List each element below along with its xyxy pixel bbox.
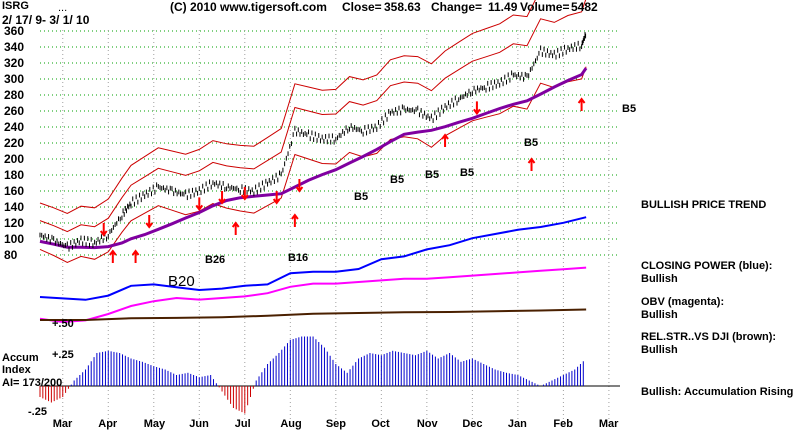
y-tick-label: 120 xyxy=(4,216,24,230)
x-tick-label: Mar xyxy=(599,418,619,430)
closing-power-line xyxy=(39,216,587,301)
buy-arrow-icon xyxy=(577,97,586,111)
signal-label: B26 xyxy=(205,254,225,266)
buy-arrow-icon xyxy=(231,221,240,235)
ticker-dots: ... xyxy=(58,2,68,14)
x-tick-label: Feb xyxy=(553,418,573,430)
sell-arrow-icon xyxy=(99,223,108,237)
accum-status: Bullish: Accumulation Rising xyxy=(641,386,794,398)
plus50-label: +.50 xyxy=(52,318,74,330)
y-tick-label: 340 xyxy=(4,40,24,54)
signal-label: B5 xyxy=(390,174,404,186)
x-tick-label: Aug xyxy=(280,418,301,430)
change-value: 11.49 xyxy=(488,0,518,14)
accum-index-label: Index xyxy=(2,364,31,376)
change-label: Change= xyxy=(431,0,483,14)
plus25-label: +.25 xyxy=(52,349,74,361)
y-tick-label: 80 xyxy=(4,248,18,262)
y-tick-label: 320 xyxy=(4,56,24,70)
x-tick-label: Oct xyxy=(371,418,390,430)
x-tick-label: Nov xyxy=(417,418,439,430)
sell-arrow-icon xyxy=(145,215,154,229)
x-tick-label: Jul xyxy=(235,418,251,430)
close-value: 358.63 xyxy=(384,0,421,14)
relative-strength-line xyxy=(40,308,587,321)
signal-label: B5 xyxy=(524,137,538,149)
y-tick-label: 160 xyxy=(4,184,24,198)
x-tick-label: May xyxy=(144,418,166,430)
signal-label: B5 xyxy=(460,167,474,179)
date-range: 2/ 17/ 9- 3/ 1/ 10 xyxy=(2,13,90,27)
y-tick-label: 360 xyxy=(4,24,24,38)
buy-arrow-icon xyxy=(109,249,117,263)
buy-arrow-icon xyxy=(527,157,536,171)
y-tick-label: 180 xyxy=(4,168,24,182)
trend-status: BULLISH PRICE TREND xyxy=(641,199,767,211)
y-tick-label: 260 xyxy=(4,104,24,118)
signal-label: B5 xyxy=(425,169,439,181)
signal-label: B20 xyxy=(168,273,195,290)
copyright: (C) 2010 www.tigersoft.com xyxy=(170,0,327,14)
obv-status: Bullish xyxy=(641,309,678,321)
sell-arrow-icon xyxy=(241,187,249,201)
sell-arrow-icon xyxy=(195,197,204,212)
y-tick-label: 200 xyxy=(4,152,24,166)
x-tick-label: Jun xyxy=(189,418,209,430)
lower-band-line xyxy=(39,66,587,263)
x-tick-label: Sep xyxy=(326,418,346,430)
obv-line xyxy=(39,266,587,324)
accum-title: Accum xyxy=(2,352,39,364)
outer-upper-band-line xyxy=(39,0,536,214)
volume-value: 5482 xyxy=(571,0,598,14)
x-tick-label: Apr xyxy=(98,418,118,430)
obv-label: OBV (magenta): xyxy=(641,296,725,308)
signal-label: B5 xyxy=(354,191,368,203)
x-tick-label: Dec xyxy=(462,418,482,430)
relstr-label: REL.STR..VS DJI (brown): xyxy=(641,331,777,343)
ticker-label: ISRG xyxy=(2,0,29,12)
close-label: Close= xyxy=(342,0,382,14)
relstr-status: Bullish xyxy=(641,344,678,356)
y-tick-label: 240 xyxy=(4,120,24,134)
sell-arrow-icon xyxy=(218,191,226,205)
moving-average-line xyxy=(39,67,588,250)
y-tick-label: 300 xyxy=(4,72,24,86)
minus25-label: -.25 xyxy=(28,406,47,418)
ai-value: AI= 173/200 xyxy=(2,377,63,389)
sell-arrow-icon xyxy=(272,191,281,205)
closing-power-label: CLOSING POWER (blue): xyxy=(641,260,773,272)
closing-power-status: Bullish xyxy=(641,273,678,285)
signal-label: B16 xyxy=(288,252,308,264)
buy-arrow-icon xyxy=(291,213,299,227)
buy-arrow-icon xyxy=(441,133,449,147)
sell-arrow-icon xyxy=(473,101,481,116)
x-tick-label: Mar xyxy=(53,418,73,430)
y-tick-label: 140 xyxy=(4,200,24,214)
volume-label: Volume= xyxy=(520,0,570,14)
sell-arrow-icon xyxy=(295,179,304,193)
y-tick-label: 220 xyxy=(4,136,24,150)
signal-label: B5 xyxy=(622,103,636,115)
y-tick-label: 100 xyxy=(4,232,24,246)
buy-arrow-icon xyxy=(131,249,140,263)
y-tick-label: 280 xyxy=(4,88,24,102)
x-tick-label: Jan xyxy=(508,418,527,430)
upper-band-line xyxy=(39,0,587,233)
